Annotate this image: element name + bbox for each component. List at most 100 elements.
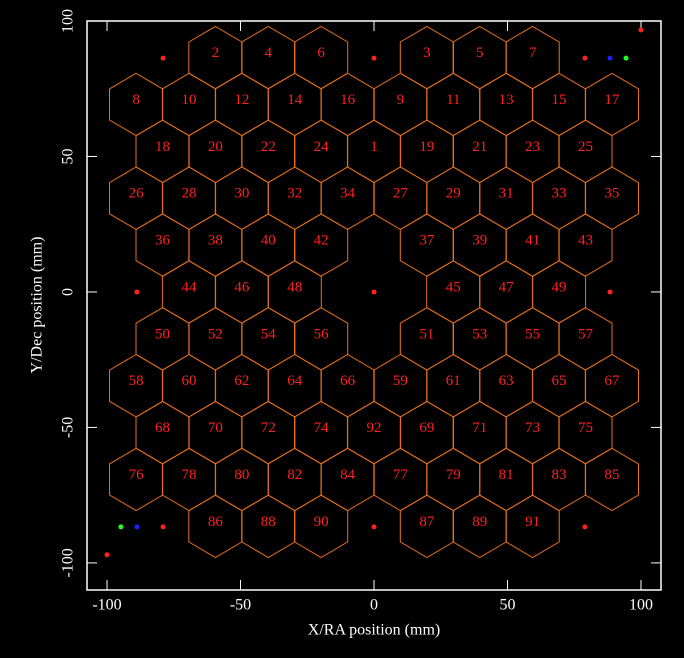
cell-label: 1 [370,139,378,155]
cell-label: 37 [419,233,435,249]
cell-label: 43 [578,233,593,249]
cell-label: 45 [446,279,461,295]
marker [623,55,629,61]
cell-label: 84 [340,467,356,483]
y-tick-label: 100 [60,9,77,33]
cell-label: 54 [261,326,277,342]
cell-label: 31 [499,186,514,202]
cell-label: 47 [499,279,515,295]
marker [104,552,110,558]
cell-label: 35 [604,186,619,202]
cell-label: 74 [314,420,330,436]
marker [134,289,140,295]
cell-label: 59 [393,373,408,389]
x-tick-label: -100 [92,597,121,614]
cell-label: 88 [261,514,276,530]
marker [134,524,140,530]
cell-label: 26 [129,186,145,202]
cell-label: 3 [423,45,431,61]
cell-label: 44 [181,279,197,295]
cell-label: 66 [340,373,356,389]
y-tick-label: -100 [60,548,77,577]
cell-label: 79 [446,467,461,483]
cell-label: 39 [472,233,487,249]
cell-label: 19 [419,139,434,155]
cell-label: 27 [393,186,409,202]
cell-label: 17 [604,92,620,108]
cell-label: 65 [552,373,567,389]
cell-label: 70 [208,420,223,436]
cell-label: 72 [261,420,276,436]
cell-label: 61 [446,373,461,389]
cell-label: 58 [129,373,144,389]
cell-label: 18 [155,139,170,155]
cell-label: 73 [525,420,540,436]
y-tick-label: -50 [60,417,77,438]
cell-label: 20 [208,139,223,155]
marker [607,289,613,295]
cell-label: 50 [155,326,170,342]
cell-label: 13 [499,92,514,108]
cell-label: 83 [552,467,567,483]
cell-label: 33 [552,186,567,202]
cell-label: 69 [419,420,434,436]
cell-label: 11 [446,92,460,108]
cell-label: 25 [578,139,593,155]
cell-label: 71 [472,420,487,436]
cell-label: 30 [234,186,249,202]
cell-label: 60 [181,373,196,389]
cell-label: 86 [208,514,224,530]
cell-label: 32 [287,186,302,202]
cell-label: 91 [525,514,540,530]
cell-label: 90 [314,514,329,530]
cell-label: 49 [552,279,567,295]
x-axis-label: X/RA position (mm) [308,622,440,639]
marker [371,524,377,530]
cell-label: 48 [287,279,302,295]
cell-label: 24 [314,139,330,155]
cell-label: 92 [367,420,382,436]
cell-label: 22 [261,139,276,155]
cell-label: 8 [132,92,140,108]
cell-label: 82 [287,467,302,483]
cell-label: 12 [234,92,249,108]
cell-label: 16 [340,92,356,108]
cell-label: 10 [181,92,196,108]
cell-label: 38 [208,233,223,249]
cell-label: 5 [476,45,484,61]
marker [160,55,166,61]
cell-label: 80 [234,467,249,483]
marker [160,524,166,530]
cell-label: 40 [261,233,276,249]
cell-label: 64 [287,373,303,389]
cell-label: 21 [472,139,487,155]
cell-label: 28 [181,186,196,202]
cell-label: 63 [499,373,514,389]
cell-label: 29 [446,186,461,202]
cell-label: 9 [397,92,405,108]
cell-label: 85 [604,467,619,483]
marker [371,289,377,295]
marker [118,524,124,530]
cell-label: 42 [314,233,329,249]
y-tick-label: 50 [60,148,77,164]
cell-label: 14 [287,92,303,108]
cell-label: 55 [525,326,540,342]
cell-label: 4 [265,45,273,61]
cell-label: 2 [212,45,220,61]
cell-label: 15 [552,92,567,108]
cell-label: 89 [472,514,487,530]
y-tick-label: 0 [60,288,77,296]
cell-label: 78 [181,467,196,483]
x-tick-label: 100 [629,597,653,614]
cell-label: 46 [234,279,250,295]
hex-cell [584,447,639,512]
cell-label: 51 [419,326,434,342]
cell-label: 6 [317,45,325,61]
x-tick-label: 0 [370,597,378,614]
cell-label: 7 [529,45,537,61]
marker [638,27,644,33]
cell-label: 23 [525,139,540,155]
